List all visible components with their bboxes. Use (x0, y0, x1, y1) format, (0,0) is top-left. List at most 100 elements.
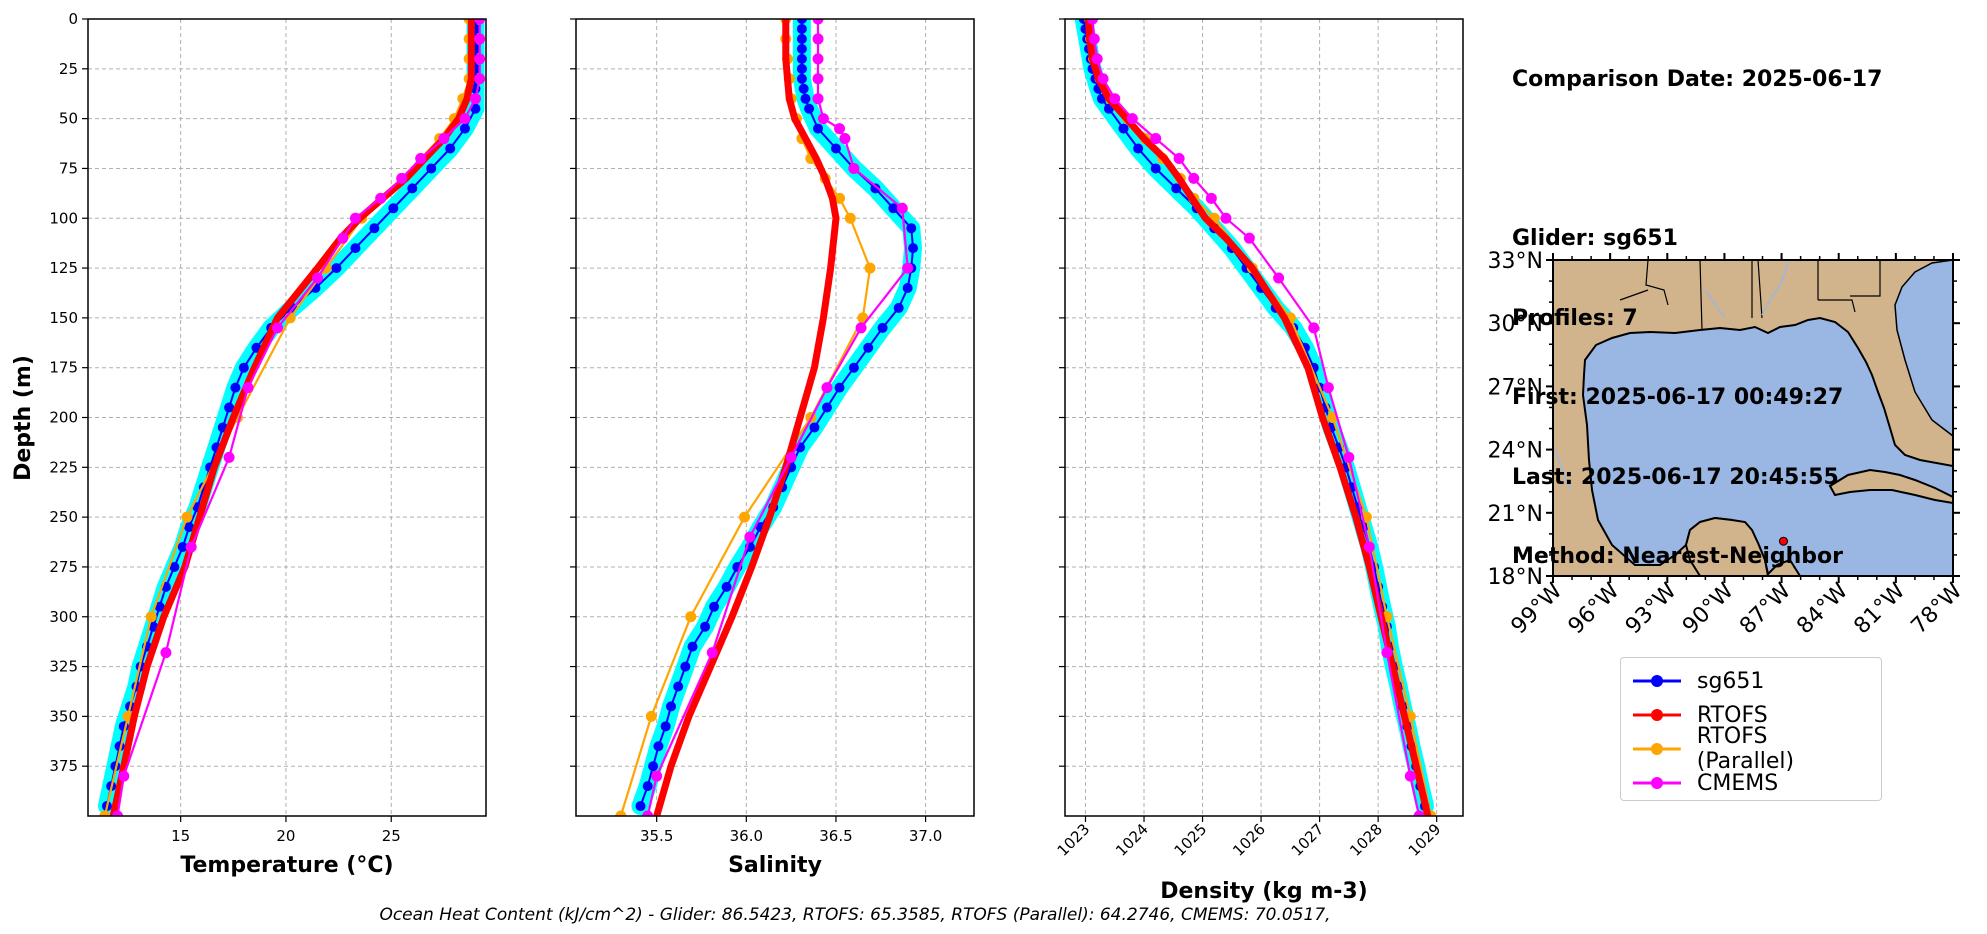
x-tick-label: 1025 (1171, 820, 1211, 860)
series-point-sg651 (238, 362, 249, 373)
y-tick-label: 50 (59, 110, 78, 128)
series-point-cmems (839, 133, 851, 145)
legend-label-sg651: sg651 (1697, 668, 1765, 694)
axes-frame (1064, 18, 1464, 817)
x-tick-label: 36.5 (819, 827, 852, 845)
x-tick-label: 1023 (1054, 820, 1094, 860)
series-line-cmems (646, 19, 909, 816)
series-point-sg651 (459, 123, 470, 134)
series-point-rtofs (1161, 155, 1168, 162)
series-point-cmems (1088, 33, 1100, 45)
map-lat-label: 24°N (1488, 439, 1543, 464)
series-point-cmems (223, 451, 235, 463)
series-point-sg651 (331, 263, 342, 274)
y-tick-label: 250 (49, 508, 78, 526)
series-point-sg651 (350, 243, 361, 254)
series-point-sg651 (709, 601, 720, 612)
series-point-sg651 (809, 422, 820, 433)
series-point-rtofs (1413, 763, 1420, 770)
series-line-sg651 (106, 19, 477, 807)
series-point-rtofs-parallel (615, 810, 627, 816)
series-point-sg651 (804, 103, 815, 114)
series-point-sg651 (154, 601, 165, 612)
series-point-rtofs (1141, 135, 1148, 142)
x-tick-label: 1029 (1405, 820, 1445, 860)
series-point-sg651 (687, 641, 698, 652)
series-point-sg651 (388, 203, 399, 214)
legend-item-cmems: CMEMS (1631, 766, 1871, 800)
series-point-sg651 (796, 43, 807, 54)
series-point-cmems (706, 647, 718, 659)
y-tick-label: 25 (59, 60, 78, 78)
series-point-sg651 (798, 83, 809, 94)
series-point-cmems (272, 322, 284, 334)
map-yucatan (1684, 516, 1770, 576)
series-point-cmems (160, 647, 172, 659)
map-atlantic (1894, 260, 1953, 437)
series-point-rtofs (1281, 314, 1288, 321)
series-point-rtofs (314, 265, 321, 272)
map-cuba (1828, 468, 1953, 505)
series-point-cmems (474, 33, 486, 45)
series-point-rtofs-parallel (864, 262, 876, 274)
series-point-rtofs (685, 713, 692, 720)
series-point-sg651 (908, 243, 919, 254)
series-point-rtofs (829, 195, 836, 202)
series-point-sg651 (848, 362, 859, 373)
y-tick-label: 0 (68, 10, 78, 28)
series-point-sg651 (863, 342, 874, 353)
y-tick-label: 300 (49, 608, 78, 626)
series-point-sg651 (148, 621, 159, 632)
y-axis-label: Depth (m) (11, 355, 36, 481)
x-tick-label: 25 (382, 827, 401, 845)
series-point-cmems (896, 202, 908, 214)
map-borders (1619, 260, 1881, 331)
glider-position-marker (1778, 536, 1788, 546)
series-point-rtofs (468, 35, 475, 42)
legend-swatch-cmems (1633, 777, 1681, 789)
series-point-rtofs (1319, 414, 1326, 421)
series-point-rtofs-parallel (685, 611, 697, 623)
density-panel: 1023 1024 1025 1026 1027 1028 1029 Density (kg … (1054, 18, 1464, 904)
series-point-cmems (1220, 212, 1232, 224)
series-point-cmems (459, 113, 471, 125)
series-group (1074, 19, 1437, 816)
series-group (615, 19, 922, 816)
series-point-cmems (312, 272, 324, 284)
series-point-rtofs (1304, 364, 1311, 371)
series-point-cmems (242, 382, 254, 394)
y-tick-label: 350 (49, 707, 78, 725)
series-point-rtofs (1222, 235, 1229, 242)
series-point-cmems (375, 192, 387, 204)
series-point-rtofs (1176, 175, 1183, 182)
x-tick-label: 1027 (1288, 820, 1328, 860)
series-point-rtofs (160, 613, 167, 620)
y-tick-label: 150 (49, 309, 78, 327)
series-point-sg651 (813, 123, 824, 134)
series-point-sg651 (177, 542, 188, 553)
series-point-cmems (785, 451, 797, 463)
comparison-method: Method: Nearest-Neighbor (1512, 544, 1843, 569)
series-point-cmems (812, 33, 824, 45)
series-point-cmems (848, 162, 860, 174)
series-point-rtofs (1337, 464, 1344, 471)
series-point-sg651 (666, 701, 677, 712)
series-point-cmems (1404, 770, 1416, 782)
series-point-rtofs (668, 763, 675, 770)
map-frame (1552, 259, 1954, 577)
series-point-rtofs (468, 55, 475, 62)
profile-count: Profiles: 7 (1512, 305, 1638, 331)
series-point-cmems (744, 531, 756, 543)
series-point-sg651 (680, 661, 691, 672)
series-point-rtofs (1401, 713, 1408, 720)
series-point-cmems (1188, 172, 1200, 184)
series-point-rtofs (211, 464, 218, 471)
y-tick-label: 375 (49, 757, 78, 775)
x-tick-label: 20 (276, 827, 295, 845)
series-point-rtofs (120, 763, 127, 770)
series-point-rtofs (131, 713, 138, 720)
temperature-panel: 0 25 50 75 100 125 150 175 200 225 250 275 300 325 350… (49, 10, 487, 878)
series-point-rtofs (822, 175, 829, 182)
y-tick-label: 200 (49, 409, 78, 427)
